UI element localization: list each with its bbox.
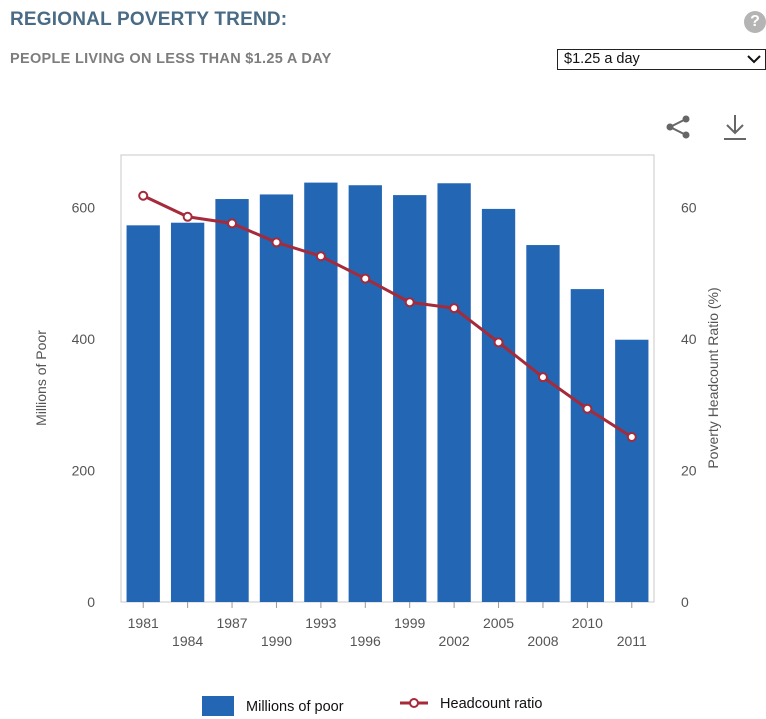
y-axis-title: Millions of Poor xyxy=(33,330,49,426)
x-tick-label-2010: 2010 xyxy=(572,615,603,631)
ratio-point-2010 xyxy=(582,403,593,414)
ratio-point-1990 xyxy=(271,237,282,248)
threshold-select[interactable]: $1.25 a day xyxy=(557,49,766,70)
bar-2010 xyxy=(570,289,605,602)
y2-tick-label-40: 40 xyxy=(681,331,697,347)
x-tick-label-1993: 1993 xyxy=(305,615,336,631)
threshold-select-value: $1.25 a day xyxy=(564,51,640,67)
bar-1993 xyxy=(304,182,338,602)
x-tick-label-1996: 1996 xyxy=(350,633,381,649)
plot-frame xyxy=(120,154,655,603)
bar-2005 xyxy=(481,208,516,602)
bar-1996 xyxy=(348,185,382,603)
x-tick-label-2002: 2002 xyxy=(439,633,470,649)
bar-1990 xyxy=(259,194,294,603)
bar-2008 xyxy=(526,245,560,602)
legend-label-line: Headcount ratio xyxy=(440,696,543,712)
y2-tick-label-20: 20 xyxy=(681,463,697,479)
x-tick-label-1999: 1999 xyxy=(394,615,425,631)
y-tick-label-0: 0 xyxy=(87,594,95,610)
ratio-point-1981 xyxy=(138,190,149,201)
y-tick-label-400: 400 xyxy=(72,331,96,347)
x-tick-label-2005: 2005 xyxy=(483,615,514,631)
y2-tick-label-60: 60 xyxy=(681,200,697,216)
chevron-down-icon xyxy=(747,55,761,64)
y-tick-label-600: 600 xyxy=(72,200,96,216)
bar-1984 xyxy=(170,222,205,603)
legend-swatch-bar xyxy=(202,696,234,716)
legend-item-line: Headcount ratio xyxy=(398,696,542,712)
chart-subtitle: PEOPLE LIVING ON LESS THAN $1.25 A DAY xyxy=(10,51,332,67)
ratio-point-2011 xyxy=(626,432,637,443)
ratio-point-2002 xyxy=(449,303,460,314)
headcount-ratio-line xyxy=(142,194,633,439)
bar-2011 xyxy=(615,339,649,602)
ratio-point-1999 xyxy=(404,297,415,308)
ratio-point-1984 xyxy=(182,211,193,222)
x-tick-label-1990: 1990 xyxy=(261,633,292,649)
y2-tick-label-0: 0 xyxy=(681,594,689,610)
ratio-point-1996 xyxy=(360,273,371,284)
chart-title: REGIONAL POVERTY TREND: xyxy=(10,9,288,30)
x-tick-label-2011: 2011 xyxy=(617,633,647,649)
ratio-point-1987 xyxy=(227,218,238,229)
bar-1987 xyxy=(215,199,249,602)
ratio-point-2005 xyxy=(493,337,504,348)
download-icon[interactable] xyxy=(721,112,749,142)
x-tick-label-2008: 2008 xyxy=(527,633,558,649)
legend-item-bars: Millions of poor xyxy=(202,696,344,716)
x-tick-label-1987: 1987 xyxy=(216,615,247,631)
ratio-point-2008 xyxy=(537,372,548,383)
legend-label-bars: Millions of poor xyxy=(246,699,344,715)
bar-1981 xyxy=(126,225,160,602)
x-tick-label-1981: 1981 xyxy=(128,615,159,631)
y2-axis-title: Poverty Headcount Ratio (%) xyxy=(705,287,721,468)
y-tick-label-200: 200 xyxy=(72,463,96,479)
bar-1999 xyxy=(393,195,427,603)
share-icon[interactable] xyxy=(664,112,692,142)
help-icon[interactable]: ? xyxy=(744,11,766,33)
legend-swatch-line xyxy=(400,698,428,708)
bar-2002 xyxy=(437,183,471,602)
x-tick-label-1984: 1984 xyxy=(172,633,203,649)
ratio-point-1993 xyxy=(315,251,326,262)
